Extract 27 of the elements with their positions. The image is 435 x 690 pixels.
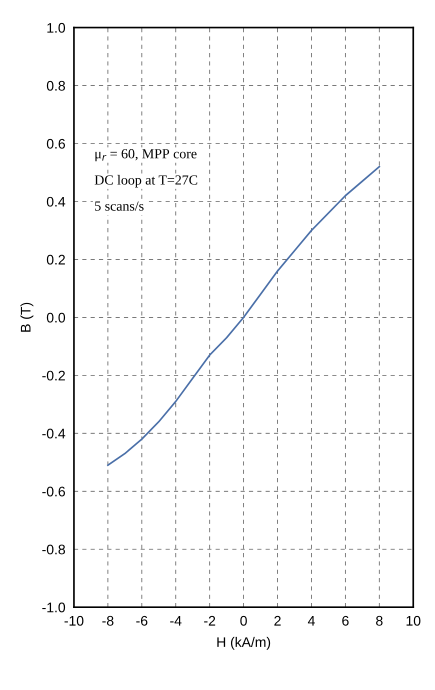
x-tick-label: -4 [170, 616, 182, 626]
x-tick-label: -6 [136, 616, 148, 626]
x-tick-label: 2 [274, 616, 281, 626]
x-tick-label: 10 [406, 616, 420, 626]
y-tick-label: 1.0 [47, 22, 66, 33]
annotation: DC loop at T=27C [94, 174, 198, 188]
y-tick-label: 0.4 [46, 196, 66, 207]
x-tick-label: -2 [204, 616, 216, 626]
y-tick-label: 0.6 [46, 138, 66, 149]
y-tick-label: 0.2 [46, 254, 65, 265]
x-tick-label: 0 [240, 616, 247, 626]
y-axis-title: B (T) [20, 302, 34, 332]
x-tick-label: -10 [64, 616, 84, 626]
y-tick-label: -0.8 [42, 544, 66, 554]
y-tick-label: -1.0 [42, 602, 66, 612]
x-axis-title: H (kA/m) [217, 636, 270, 650]
x-tick-label: 8 [376, 616, 383, 626]
annotation: 5 scans/s [95, 201, 144, 211]
x-tick-label: -8 [102, 616, 114, 626]
x-tick-label: 4 [308, 616, 315, 626]
y-tick-label: -0.4 [42, 428, 66, 438]
y-tick-label: 0.8 [46, 80, 66, 91]
y-tick-label: 0.0 [46, 312, 66, 323]
y-tick-label: -0.2 [42, 370, 65, 381]
x-tick-label: 6 [342, 616, 349, 626]
annotation: μ$_{r}$ = 60, MPP core [95, 149, 197, 162]
y-tick-label: -0.6 [42, 486, 66, 496]
